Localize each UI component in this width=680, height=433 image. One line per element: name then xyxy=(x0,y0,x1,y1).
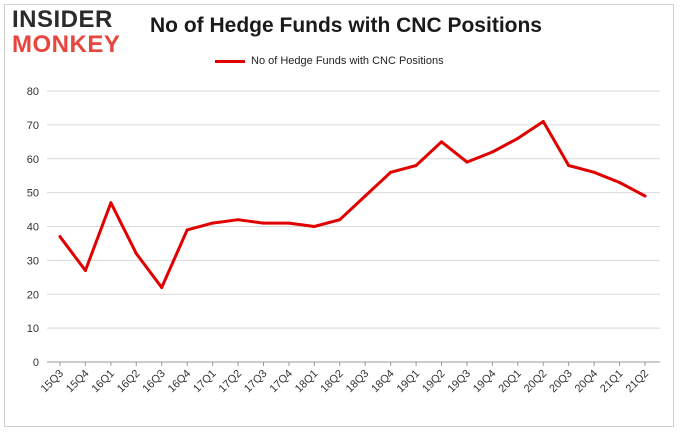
x-tick-label: 17Q3 xyxy=(242,368,270,396)
data-point xyxy=(465,160,469,164)
data-point xyxy=(618,180,622,184)
x-tick-label: 20Q2 xyxy=(522,368,550,396)
y-tick-label: 10 xyxy=(27,323,39,335)
legend-swatch xyxy=(215,59,245,63)
y-tick-label: 80 xyxy=(27,86,39,98)
data-point xyxy=(58,235,62,239)
data-point xyxy=(490,150,494,154)
x-tick-label: 15Q4 xyxy=(64,368,92,396)
y-tick-label: 40 xyxy=(27,222,39,234)
data-point xyxy=(414,164,418,168)
x-tick-label: 15Q3 xyxy=(39,368,67,396)
y-tick-label: 30 xyxy=(27,255,39,267)
data-point xyxy=(160,285,164,289)
x-tick-label: 16Q2 xyxy=(115,368,143,396)
x-tick-label: 16Q3 xyxy=(140,368,168,396)
x-tick-label: 17Q1 xyxy=(191,368,219,396)
x-tick-label: 16Q4 xyxy=(166,368,194,396)
data-point xyxy=(541,119,545,123)
data-point xyxy=(567,164,571,168)
data-point xyxy=(440,140,444,144)
x-tick-label: 18Q4 xyxy=(369,368,397,396)
data-point xyxy=(592,170,596,174)
y-tick-label: 50 xyxy=(27,188,39,200)
y-tick-label: 0 xyxy=(33,357,39,369)
x-tick-label: 20Q1 xyxy=(496,368,524,396)
data-point xyxy=(83,269,87,273)
insider-monkey-logo: INSIDER MONKEY xyxy=(12,8,120,57)
x-tick-label: 19Q3 xyxy=(446,368,474,396)
data-point xyxy=(363,194,367,198)
x-tick-label: 19Q4 xyxy=(471,368,499,396)
logo-line-1: INSIDER xyxy=(12,6,113,33)
data-point xyxy=(134,252,138,256)
data-point xyxy=(287,221,291,225)
y-tick-label: 60 xyxy=(27,154,39,166)
data-point xyxy=(643,194,647,198)
x-tick-label: 17Q4 xyxy=(268,368,296,396)
x-tick-label: 17Q2 xyxy=(217,368,245,396)
x-tick-label: 16Q1 xyxy=(89,368,117,396)
x-tick-label: 19Q2 xyxy=(420,368,448,396)
x-tick-label: 20Q3 xyxy=(547,368,575,396)
y-tick-label: 20 xyxy=(27,289,39,301)
x-tick-label: 20Q4 xyxy=(573,368,601,396)
data-point xyxy=(261,221,265,225)
data-point xyxy=(389,170,393,174)
data-point xyxy=(211,221,215,225)
data-point xyxy=(185,228,189,232)
data-point xyxy=(312,225,316,228)
series-line xyxy=(58,120,647,289)
legend-label: No of Hedge Funds with CNC Positions xyxy=(251,55,444,67)
data-point xyxy=(109,201,113,205)
x-tick-label: 18Q2 xyxy=(318,368,346,396)
x-tick-label: 19Q1 xyxy=(395,368,423,396)
chart-title: No of Hedge Funds with CNC Positions xyxy=(150,14,542,37)
chart-legend: No of Hedge Funds with CNC Positions xyxy=(215,55,444,67)
x-tick-label: 21Q2 xyxy=(624,368,652,396)
data-point xyxy=(516,136,520,140)
x-tick-label: 21Q1 xyxy=(598,368,626,396)
data-point xyxy=(338,218,342,222)
y-tick-label: 70 xyxy=(27,120,39,132)
data-point xyxy=(236,218,240,222)
x-tick-label: 18Q3 xyxy=(344,368,372,396)
x-tick-label: 18Q1 xyxy=(293,368,321,396)
logo-line-2: MONKEY xyxy=(12,31,121,58)
